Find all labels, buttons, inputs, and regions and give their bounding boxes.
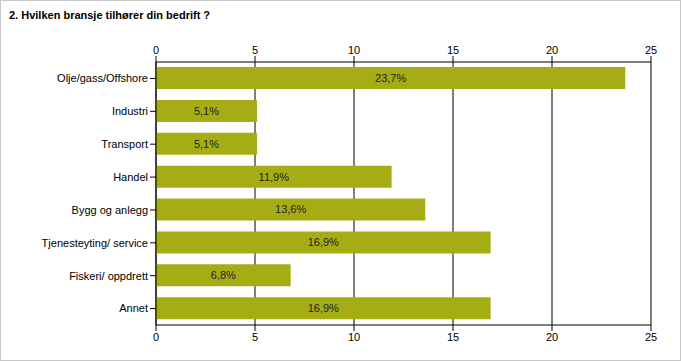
svg-text:25: 25 [645, 331, 657, 343]
svg-text:5,1%: 5,1% [194, 138, 219, 150]
svg-text:0: 0 [153, 44, 159, 56]
svg-text:13,6%: 13,6% [275, 203, 306, 215]
svg-text:16,9%: 16,9% [308, 236, 339, 248]
svg-text:25: 25 [645, 44, 657, 56]
svg-text:15: 15 [447, 44, 459, 56]
svg-text:6,8%: 6,8% [211, 269, 236, 281]
svg-text:Tjenesteyting/ service: Tjenesteyting/ service [42, 237, 148, 249]
svg-text:11,9%: 11,9% [259, 171, 290, 183]
svg-text:5: 5 [252, 331, 258, 343]
svg-text:Olje/gass/Offshore: Olje/gass/Offshore [57, 72, 148, 84]
svg-text:Transport: Transport [101, 138, 148, 150]
svg-text:0: 0 [153, 331, 159, 343]
svg-text:10: 10 [348, 331, 360, 343]
svg-text:10: 10 [348, 44, 360, 56]
html-text:2. Hvilken bransje tilhører di: 2. Hvilken bransje tilhører din bedrift … [9, 9, 211, 21]
svg-text:Industri: Industri [112, 105, 148, 117]
svg-text:23,7%: 23,7% [375, 72, 406, 84]
svg-text:5,1%: 5,1% [194, 105, 219, 117]
svg-text:Annet: Annet [119, 302, 148, 314]
svg-text:20: 20 [546, 44, 558, 56]
svg-text:20: 20 [546, 331, 558, 343]
svg-text:Bygg og anlegg: Bygg og anlegg [72, 204, 148, 216]
svg-text:Fiskeri/ oppdrett: Fiskeri/ oppdrett [69, 270, 148, 282]
svg-text:16,9%: 16,9% [308, 302, 339, 314]
svg-text:5: 5 [252, 44, 258, 56]
svg-text:15: 15 [447, 331, 459, 343]
svg-text:Handel: Handel [113, 171, 148, 183]
